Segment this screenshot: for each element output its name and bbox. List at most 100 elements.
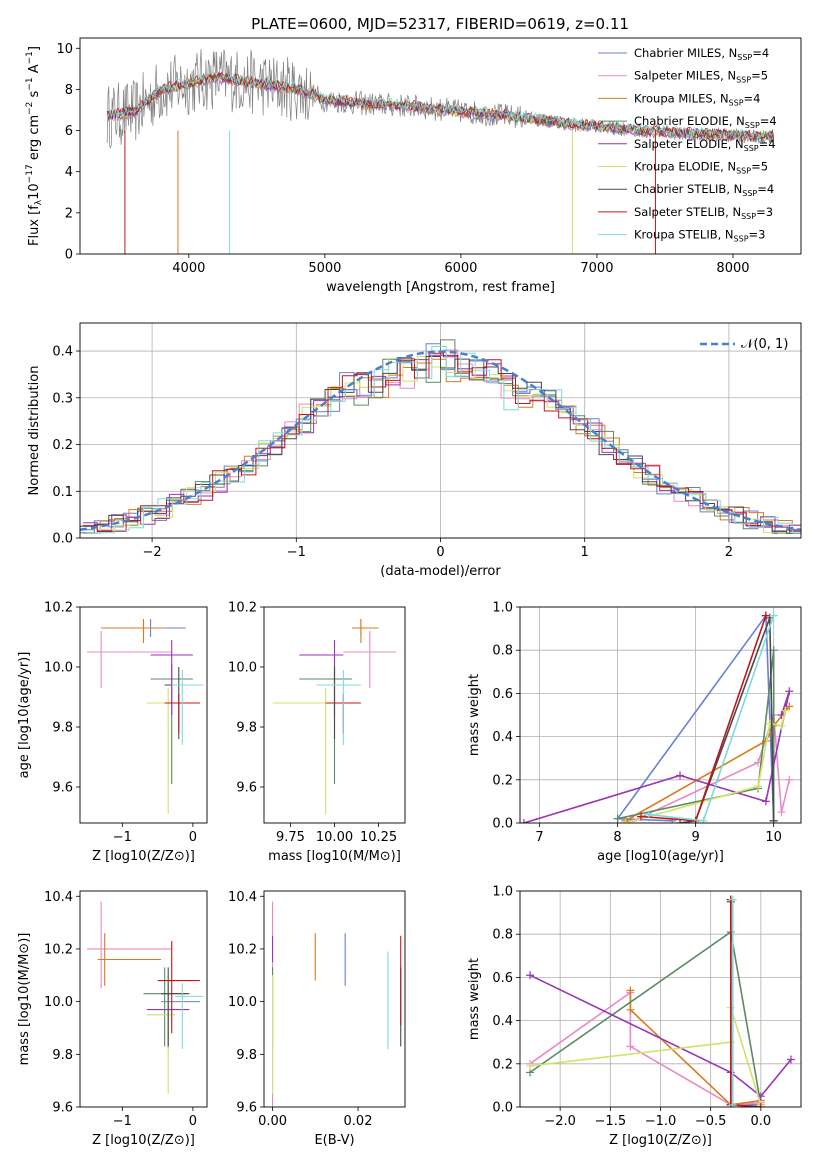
weight-line-se [529, 974, 792, 1098]
y-tick-label: 9.6 [52, 781, 73, 796]
y-tick-label: 0.1 [52, 485, 73, 500]
residual-hist-km [85, 358, 801, 534]
y-tick-label: 10.0 [44, 661, 73, 676]
x-tick-label: 10.00 [316, 830, 353, 845]
legend-label-ss: Salpeter STELIB, NSSP=3 [634, 205, 773, 221]
x-axis-label: wavelength [Angstrom, rest frame] [326, 280, 555, 295]
weight-marker-se [761, 797, 770, 806]
x-axis-label: Z [log10(Z/Z⊙)] [92, 1133, 195, 1148]
axes-frame [263, 890, 406, 1108]
y-axis-label: mass weight [467, 674, 482, 756]
y-tick-label: 9.8 [52, 1048, 73, 1063]
y-tick-label: 10.0 [44, 995, 73, 1010]
axes-frame [79, 37, 802, 255]
x-axis-label: (data-model)/error [380, 564, 501, 579]
y-axis-label: mass weight [467, 958, 482, 1040]
x-tick-label: 9.75 [276, 830, 305, 845]
x-tick-label: 9 [691, 830, 699, 845]
panel-age_vs_Z: −1 0 9.6 9.8 10.0 10.2 Z [log10(Z/Z⊙)] age [log… [17, 601, 208, 864]
residual-hist-ks [85, 346, 801, 534]
y-tick-label: 0.2 [492, 1057, 513, 1072]
weight-line-cm [730, 899, 761, 1106]
y-tick-label: 10.0 [228, 995, 257, 1010]
y-tick-label: 1.0 [492, 885, 513, 900]
panel-mass_vs_ebv: 0.00 0.02 9.6 9.8 10.0 10.2 10.4 E(B-V) [228, 890, 406, 1148]
axes-frame [519, 890, 802, 1108]
x-tick-label: 8000 [716, 261, 749, 276]
legend-label-ke: Kroupa ELODIE, NSSP=5 [634, 160, 768, 176]
figure-title: PLATE=0600, MJD=52317, FIBERID=0619, z=0… [251, 15, 629, 33]
panel-spectrum: 4000 5000 6000 7000 8000 0 2 4 6 8 10 wavelength [A… [25, 37, 802, 295]
weight-marker-se [785, 687, 794, 696]
legend-label-ce: Chabrier ELODIE, NSSP=4 [634, 114, 777, 130]
plot-area [87, 901, 204, 1094]
weight-marker-ke [621, 819, 630, 823]
plot-area [520, 611, 794, 823]
weight-marker-se [520, 819, 528, 823]
panel-age_vs_mass: 9.75 10.00 10.25 9.6 9.8 10.0 10.2 mass [log10(… [228, 601, 406, 864]
weight-marker-km [626, 1005, 635, 1014]
x-tick-label: 2 [725, 545, 733, 560]
y-axis-label: mass [log10(M/M⊙)] [17, 933, 32, 1066]
x-tick-label: −1.0 [645, 1114, 677, 1129]
y-tick-label: 10.2 [228, 601, 257, 616]
y-tick-label: 10.4 [44, 890, 73, 905]
y-tick-label: 0.4 [52, 345, 73, 360]
legend-label-ks: Kroupa STELIB, NSSP=3 [634, 228, 765, 244]
x-tick-label: −1.5 [595, 1114, 627, 1129]
weight-marker-km [626, 986, 635, 995]
x-tick-label: 8 [613, 830, 621, 845]
panel-weight_vs_age: 7 8 9 10 0.0 0.2 0.4 0.6 0.8 1.0 age [log10(age/yr… [467, 601, 802, 864]
weight-line-ke [529, 1007, 762, 1106]
y-axis-label: Flux [fλ10−17 erg cm−2 s−1 A−1] [25, 46, 44, 246]
weight-marker-sm [785, 775, 794, 784]
weight-marker-ss [756, 1103, 765, 1107]
y-tick-label: 9.6 [236, 1101, 257, 1116]
x-axis-label: mass [log10(M/M⊙)] [268, 849, 401, 864]
weight-marker-ks [728, 895, 737, 904]
plot-area [87, 619, 204, 814]
y-tick-label: 10 [56, 42, 73, 57]
weight-marker-cs [769, 816, 778, 823]
x-tick-label: 0.02 [344, 1114, 373, 1129]
weight-marker-ke [781, 706, 790, 715]
plot-area [271, 901, 402, 1107]
legend-normal-label: 𝒩(0, 1) [741, 337, 788, 352]
y-tick-label: 0.0 [492, 817, 513, 832]
x-axis-label: Z [log10(Z/Z⊙)] [609, 1133, 712, 1148]
axes-frame [79, 606, 208, 824]
x-tick-label: 7000 [580, 261, 613, 276]
x-axis-label: E(B-V) [314, 1133, 354, 1148]
x-tick-label: −0.5 [695, 1114, 727, 1129]
y-tick-label: 1.0 [492, 601, 513, 616]
x-tick-label: 10.25 [360, 830, 397, 845]
y-tick-label: 9.6 [52, 1101, 73, 1116]
axes-frame [79, 322, 802, 539]
plot-area [106, 48, 775, 254]
y-tick-label: 9.8 [236, 1048, 257, 1063]
plot-area [80, 339, 801, 534]
y-tick-label: 9.8 [236, 721, 257, 736]
weight-line-cm [616, 613, 775, 822]
legend-label-se: Salpeter ELODIE, NSSP=4 [634, 137, 776, 153]
weight-line-ce [617, 650, 775, 821]
residual-hist-sm [82, 349, 801, 534]
y-tick-label: 0.6 [492, 687, 513, 702]
axes-frame [519, 606, 802, 824]
y-tick-label: 0.8 [492, 928, 513, 943]
plot-area [526, 895, 795, 1107]
x-tick-label: 10 [765, 830, 782, 845]
x-tick-label: 1 [581, 545, 589, 560]
weight-line-km [629, 990, 762, 1106]
x-tick-label: −1 [113, 830, 132, 845]
y-tick-label: 4 [65, 165, 73, 180]
y-tick-label: 10.2 [44, 942, 73, 957]
plot-area [272, 619, 397, 814]
y-tick-label: 9.6 [236, 781, 257, 796]
weight-marker-ke [777, 721, 786, 730]
x-tick-label: 7 [535, 830, 543, 845]
y-tick-label: 8 [65, 83, 73, 98]
y-tick-label: 0.2 [492, 773, 513, 788]
weight-marker-ks [769, 611, 778, 620]
